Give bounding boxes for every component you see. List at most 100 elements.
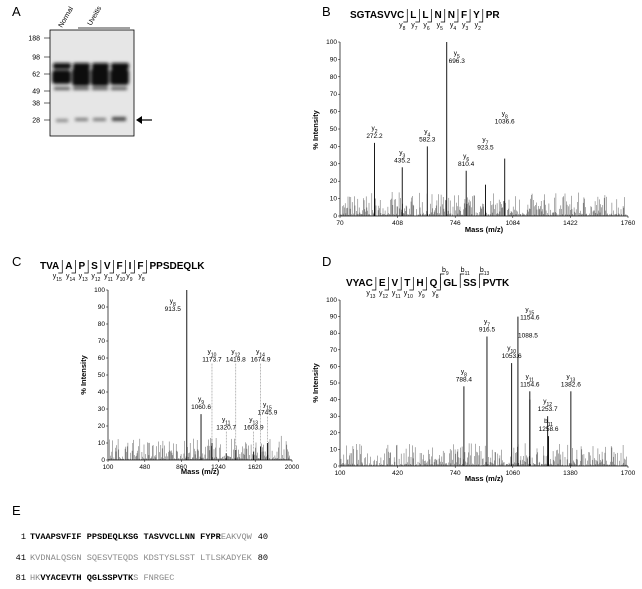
residue: H (416, 278, 423, 289)
peak-label: 582.3 (419, 136, 436, 143)
sequence-line: TVAAPSVFIF PPSDEQLKSG TASVVCLLNN FYPREAK… (30, 532, 253, 542)
peak-label: 1320.7 (216, 425, 236, 432)
y-bracket (427, 9, 432, 23)
y-tick-label: 20 (98, 423, 106, 430)
residue: PVTK (483, 278, 510, 289)
ion-label: y11 (526, 373, 535, 383)
y-tick-label: 20 (330, 430, 338, 437)
y-tick-label: 10 (330, 446, 338, 453)
y-ion: y10 (116, 273, 125, 283)
x-tick-label: 740 (450, 470, 461, 477)
sequence: 1 TVAAPSVFIF PPSDEQLKSG TASVVCLLNN FYPREA… (16, 532, 268, 583)
sequence-segment: HK (30, 573, 41, 583)
y-tick-label: 70 (330, 91, 338, 98)
panel-label: B (322, 4, 331, 19)
baseline-noise (340, 192, 627, 216)
y-bracket (403, 9, 408, 23)
y-ion: y13 (79, 273, 88, 283)
x-tick-label: 1084 (506, 220, 521, 227)
residue: TVA (40, 261, 59, 272)
x-axis-label: Mass (m/z) (465, 474, 504, 483)
spectrum: B 0 10 20 30 40 50 60 70 80 90 100 70 408 746 1084 1422 1… (311, 4, 636, 234)
y-tick-label: 70 (98, 338, 106, 345)
y-tick-label: 100 (326, 39, 337, 46)
y-tick-label: 0 (333, 213, 337, 220)
peak-label: 1382.6 (561, 381, 581, 388)
y-bracket (409, 277, 414, 291)
mw-marker-label: 28 (32, 118, 40, 125)
residue: N (448, 10, 455, 21)
lane-label: Uveitis (87, 5, 104, 27)
ion-label: y14 (256, 349, 265, 359)
residue: V (104, 261, 111, 272)
peak-label: 1253.7 (538, 406, 558, 413)
b-bracket (439, 273, 445, 288)
ion-label: y8 (170, 298, 176, 308)
y-tick-label: 100 (94, 287, 105, 294)
residue: PPSDEQLK (150, 261, 206, 272)
y-tick-label: 0 (333, 463, 337, 470)
mw-marker-label: 188 (28, 36, 40, 43)
peak-label: 1060.6 (191, 404, 211, 411)
y-ion: y8 (432, 290, 439, 300)
y-axis-label: % Intensity (79, 354, 88, 394)
y-bracket (96, 260, 102, 274)
y-tick-label: 90 (98, 304, 106, 311)
residue: L (410, 10, 416, 21)
residue: S (91, 261, 98, 272)
y-ion: y14 (66, 273, 75, 283)
residue: PR (486, 10, 501, 21)
peak-label: 272.2 (366, 133, 383, 140)
x-tick-label: 1620 (248, 464, 263, 471)
ion-label: y15 (525, 307, 534, 317)
residue: F (461, 10, 467, 21)
peak-label: 788.4 (456, 376, 473, 383)
x-tick-label: 860 (176, 464, 187, 471)
y-tick-label: 30 (330, 161, 338, 168)
y-tick-label: 30 (330, 413, 338, 420)
y-ion: y10 (404, 290, 413, 300)
peak-label: 913.5 (165, 306, 182, 313)
ion-label: y12 (231, 349, 240, 359)
peak-label: 1173.7 (202, 357, 222, 364)
y-tick-label: 90 (330, 314, 338, 321)
peak-label: 1154.6 (520, 381, 540, 388)
line-start: 1 (21, 532, 26, 542)
x-tick-label: 1060 (506, 470, 521, 477)
y-ion: y9 (126, 273, 133, 283)
y-bracket (84, 260, 89, 274)
y-bracket (71, 260, 76, 274)
y-tick-label: 60 (98, 355, 106, 362)
x-tick-label: 1380 (563, 470, 578, 477)
sequence-line: KVDNALQSGN SQESVTEQDS KDSTYSLSST LTLSKAD… (30, 553, 253, 563)
y-bracket (466, 9, 471, 23)
spectrum: C 0 10 20 30 40 50 60 70 80 90 100 100 480 860 1240 1620… (12, 254, 300, 476)
y-axis-label: % Intensity (311, 362, 320, 402)
b-ion: b11 (461, 267, 470, 277)
y-bracket (121, 260, 126, 274)
y-ion: y7 (411, 22, 418, 32)
peak-label: 1036.6 (495, 119, 515, 126)
y-ion: y3 (462, 22, 469, 32)
residue: GL (443, 278, 457, 289)
y-tick-label: 80 (330, 330, 338, 337)
peak-label: 435.2 (394, 157, 411, 164)
y-tick-label: 50 (330, 380, 338, 387)
peak-label: 916.5 (479, 327, 496, 334)
y-tick-label: 70 (330, 347, 338, 354)
y-ion: y15 (53, 273, 62, 283)
y-bracket (58, 260, 63, 274)
residue: T (404, 278, 410, 289)
residue: E (379, 278, 386, 289)
ion-label: y6 (463, 153, 469, 163)
peak-label: 1745.9 (257, 410, 277, 417)
mw-markers: 188 98 62 49 38 28 (28, 36, 50, 125)
residue: I (129, 261, 132, 272)
residue: SGTASVVC (350, 10, 404, 21)
y-tick-label: 90 (330, 56, 338, 63)
line-start: 41 (16, 553, 26, 563)
y-ion: y4 (450, 22, 457, 32)
ion-label: y10 (208, 349, 217, 359)
ion-label: y4 (424, 128, 430, 138)
